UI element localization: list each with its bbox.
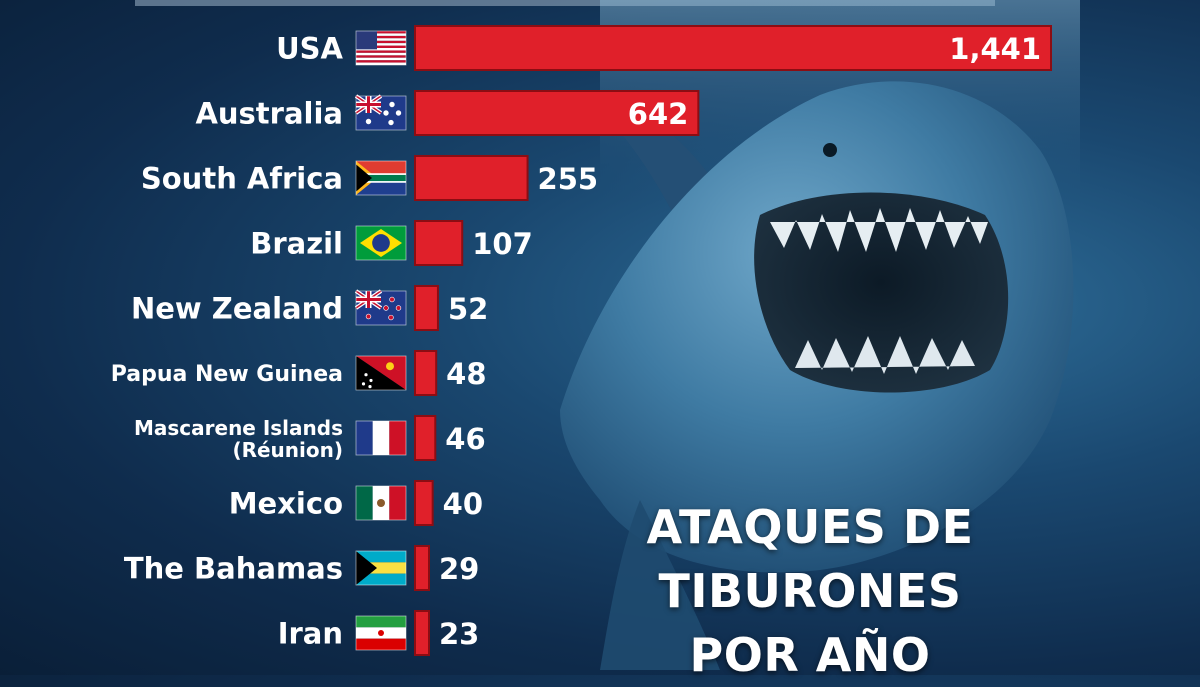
value-label: 52 — [448, 292, 488, 326]
chart-row: Australia 642 — [195, 90, 700, 136]
chart-row: Brazil 107 — [250, 220, 533, 266]
category-label-line: Mascarene Islands — [134, 416, 343, 440]
chart-row: Iran 23 — [278, 610, 479, 656]
value-label: 46 — [445, 422, 485, 456]
value-label: 40 — [443, 487, 483, 521]
category-label: Mascarene Islands (Réunion) — [134, 416, 343, 462]
usa-flag — [355, 30, 407, 66]
category-label: USA — [276, 31, 343, 65]
chart-row: Mascarene Islands (Réunion) 46 — [134, 415, 486, 462]
category-label: Australia — [195, 96, 343, 130]
chart-bar — [414, 155, 529, 201]
chart-bar — [414, 285, 439, 331]
category-label: South Africa — [141, 161, 343, 195]
chart-bar — [414, 545, 430, 591]
caption-line-2: POR AÑO — [689, 628, 931, 682]
chart-bar — [414, 350, 438, 396]
chart-bar — [414, 610, 430, 656]
value-label: 1,441 — [949, 32, 1041, 66]
category-label: Papua New Guinea — [111, 362, 343, 387]
value-label: 23 — [439, 617, 479, 651]
category-label: New Zealand — [131, 291, 343, 325]
category-label: The Bahamas — [124, 551, 343, 585]
chart-bar — [414, 480, 434, 526]
category-label: Iran — [278, 616, 343, 650]
value-label: 255 — [538, 162, 599, 196]
category-label: Mexico — [229, 486, 343, 520]
chart-bar — [414, 25, 1052, 71]
caption-title: ATAQUES DE TIBURONES POR AÑO — [500, 495, 1120, 687]
value-label: 48 — [446, 357, 486, 391]
chart-bar — [414, 220, 464, 266]
iran-flag — [355, 615, 407, 651]
chart-bar — [414, 415, 437, 461]
mexico-flag — [355, 485, 407, 521]
south-africa-flag — [355, 160, 407, 196]
header-divider — [135, 0, 995, 6]
caption-line-1: ATAQUES DE TIBURONES — [646, 500, 974, 618]
category-label-line: (Réunion) — [232, 438, 343, 462]
chart-row: Papua New Guinea 48 — [111, 350, 487, 396]
chart-row: Mexico 40 — [229, 480, 483, 526]
bahamas-flag — [355, 550, 407, 586]
chart-row: New Zealand 52 — [131, 285, 488, 331]
chart-row: USA 1,441 — [276, 25, 1052, 71]
chart-row: The Bahamas 29 — [124, 545, 479, 591]
chart-bar — [414, 90, 700, 136]
brazil-flag — [355, 225, 407, 261]
france-flag — [355, 420, 407, 456]
value-label: 642 — [628, 97, 689, 131]
chart-row: South Africa 255 — [141, 155, 599, 201]
category-label: Brazil — [250, 226, 343, 260]
value-label: 29 — [439, 552, 479, 586]
new-zealand-flag — [354, 289, 407, 326]
papua-new-guinea-flag — [355, 355, 407, 391]
value-label: 107 — [472, 227, 533, 261]
australia-flag — [354, 94, 407, 131]
